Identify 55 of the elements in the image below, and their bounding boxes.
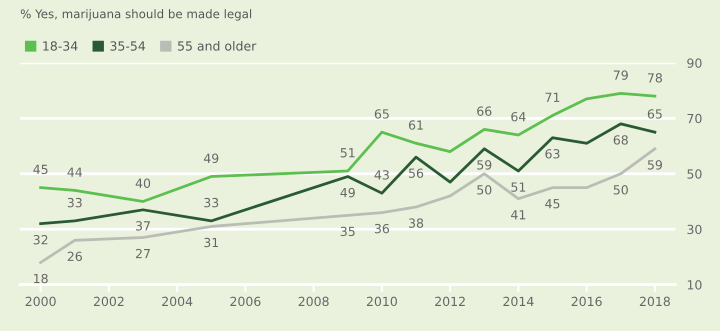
y-tick-label: 90 bbox=[687, 58, 702, 68]
data-label: 78 bbox=[648, 73, 662, 83]
x-tick-label: 2016 bbox=[572, 296, 602, 306]
data-label: 49 bbox=[340, 188, 355, 198]
x-tick-label: 2014 bbox=[503, 296, 534, 306]
data-label: 50 bbox=[614, 185, 628, 195]
x-tick-label: 2004 bbox=[162, 296, 192, 306]
y-tick-label: 10 bbox=[688, 280, 702, 290]
chart-title: % Yes, marijuana should be made legal bbox=[20, 9, 252, 21]
x-tick-label: 2018 bbox=[640, 296, 670, 306]
data-label: 63 bbox=[545, 149, 560, 159]
legend-label: 18-34 bbox=[43, 41, 78, 51]
legend-label: 55 and older bbox=[178, 41, 256, 51]
x-tick-label: 2012 bbox=[435, 296, 465, 306]
data-label: 71 bbox=[546, 92, 560, 102]
data-label: 18 bbox=[34, 274, 48, 284]
data-label: 32 bbox=[34, 235, 48, 244]
y-tick-label: 30 bbox=[687, 224, 702, 234]
data-label: 31 bbox=[204, 238, 218, 248]
x-tick-label: 2010 bbox=[366, 296, 397, 306]
data-label: 56 bbox=[409, 168, 424, 178]
data-label: 59 bbox=[648, 160, 662, 170]
data-label: 33 bbox=[204, 198, 218, 208]
x-tick-label: 2000 bbox=[26, 296, 56, 306]
data-label: 37 bbox=[136, 221, 150, 231]
y-tick-label: 50 bbox=[687, 169, 702, 179]
data-label: 45 bbox=[33, 164, 48, 174]
data-label: 43 bbox=[374, 170, 389, 180]
data-label: 66 bbox=[477, 106, 492, 116]
data-label: 65 bbox=[648, 109, 662, 119]
data-label: 59 bbox=[477, 160, 492, 170]
legend-label: 35-54 bbox=[110, 41, 146, 51]
data-label: 45 bbox=[545, 199, 560, 208]
data-label: 26 bbox=[68, 252, 82, 262]
data-label: 64 bbox=[511, 112, 526, 122]
data-label: 65 bbox=[374, 109, 389, 119]
data-label: 79 bbox=[614, 70, 628, 80]
x-tick-label: 2002 bbox=[94, 296, 124, 306]
data-label: 40 bbox=[136, 178, 150, 188]
data-label: 36 bbox=[374, 224, 390, 234]
data-label: 44 bbox=[67, 168, 82, 177]
data-label: 51 bbox=[340, 148, 355, 158]
data-label: 68 bbox=[614, 135, 628, 145]
data-label: 33 bbox=[68, 198, 82, 208]
data-label: 50 bbox=[477, 185, 492, 195]
data-label: 41 bbox=[511, 210, 526, 220]
data-label: 61 bbox=[408, 120, 423, 130]
x-tick-label: 2006 bbox=[230, 296, 261, 306]
x-tick-label: 2008 bbox=[298, 296, 329, 306]
data-label: 27 bbox=[136, 248, 150, 258]
data-label: 38 bbox=[409, 218, 424, 228]
data-label: 35 bbox=[340, 226, 355, 236]
y-tick-label: 70 bbox=[687, 114, 702, 124]
data-label: 51 bbox=[511, 182, 526, 192]
data-label: 49 bbox=[204, 154, 218, 164]
